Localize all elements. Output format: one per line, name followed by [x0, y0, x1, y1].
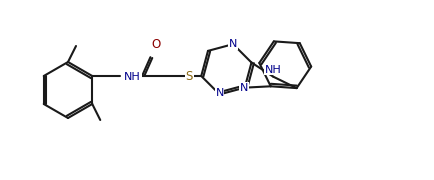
- Text: N: N: [228, 39, 237, 49]
- Text: O: O: [151, 38, 161, 51]
- Text: N: N: [239, 83, 247, 93]
- Text: NH: NH: [124, 72, 141, 82]
- Text: N: N: [215, 88, 224, 98]
- Text: NH: NH: [264, 65, 281, 75]
- Text: S: S: [185, 69, 193, 82]
